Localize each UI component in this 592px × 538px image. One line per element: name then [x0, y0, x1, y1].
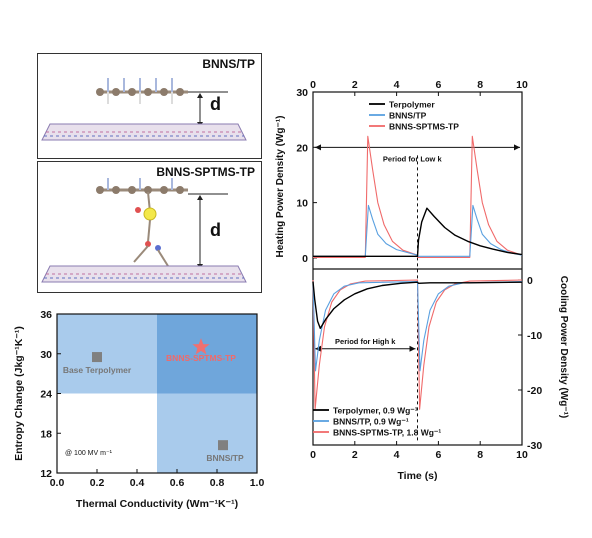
y-tick-label-cooling: -10 [527, 330, 542, 342]
bnns-sheet [41, 123, 247, 141]
plot-frame [312, 91, 523, 446]
x-tick-label: 0.8 [210, 477, 225, 489]
field-annotation: @ 100 MV m⁻¹ [65, 450, 113, 457]
bnns-sptms-tp-structure-drawing [41, 178, 247, 283]
x-tick-label: 6 [435, 449, 441, 461]
x-tick-label: 4 [394, 449, 400, 461]
heating-legend-entry: BNNS-SPTMS-TP [389, 122, 459, 132]
y-axis-label-heating: Heating Power Density (Wg⁻¹) [275, 116, 286, 258]
bnns-sptms-tp-label: BNNS-SPTMS-TP [156, 165, 255, 179]
heating-series-line [313, 204, 523, 257]
low-k-period-label: Period for Low k [383, 154, 443, 163]
distance-label-d: d [210, 220, 221, 240]
x-tick-label: 8 [477, 449, 483, 461]
high-k-period-label: Period for High k [335, 337, 396, 346]
arrowhead-right [409, 345, 416, 352]
y-tick-label-heating: 30 [296, 87, 308, 99]
data-point-label: BNNS-SPTMS-TP [166, 353, 236, 363]
bnns-tp-label: BNNS/TP [202, 57, 255, 71]
y-tick-label: 12 [40, 468, 52, 480]
x-tick-label: 10 [516, 449, 528, 461]
region-rect-1 [157, 314, 257, 394]
x-tick-label-top: 0 [310, 79, 316, 91]
x-tick-label-top: 10 [516, 79, 528, 91]
x-tick-label: 2 [352, 449, 358, 461]
plot-frame [56, 313, 258, 474]
y-axis-label: Entropy Change (Jkg⁻¹K⁻¹) [13, 326, 25, 461]
data-point-star [192, 338, 210, 355]
cooling-series-line [312, 281, 523, 372]
bnns-sptms-tp-structure-panel: BNNS-SPTMS-TP d [37, 161, 262, 293]
arrowhead-right [514, 144, 520, 151]
x-tick-label-top: 4 [394, 79, 400, 91]
region-rect-0 [57, 314, 157, 394]
heating-legend-entry: BNNS/TP [389, 111, 427, 121]
x-tick-label-top: 8 [477, 79, 483, 91]
y-tick-label-heating: 10 [296, 198, 308, 210]
heating-series-line [313, 135, 523, 258]
y-axis-label-cooling: Cooling Power Density (Wg⁻¹) [558, 276, 569, 419]
data-point-square [218, 440, 228, 451]
cooling-legend-entry: BNNS/TP, 0.9 Wg⁻¹ [333, 417, 409, 427]
distance-label-d: d [210, 94, 221, 114]
tp-chain-molecule [96, 78, 188, 104]
x-tick-label: 0.2 [90, 477, 105, 489]
y-tick-label-cooling: -20 [527, 385, 542, 397]
x-axis-label: Time (s) [397, 470, 437, 482]
y-tick-label: 24 [40, 389, 52, 401]
y-tick-label: 36 [40, 309, 52, 321]
cooling-legend-entry: Terpolymer, 0.9 Wg⁻¹ [333, 406, 418, 416]
y-tick-label: 30 [40, 349, 52, 361]
x-tick-label-top: 6 [435, 79, 441, 91]
y-tick-label-heating: 20 [296, 142, 308, 154]
y-tick-label: 18 [40, 428, 52, 440]
x-tick-label: 0.6 [170, 477, 185, 489]
x-axis-label: Thermal Conductivity (Wm⁻¹K⁻¹) [76, 498, 238, 510]
bnns-tp-structure-panel: BNNS/TP d [37, 53, 262, 159]
arrowhead-left [315, 144, 321, 151]
tp-chain-molecule [96, 178, 188, 194]
y-tick-label-heating: 0 [302, 253, 308, 265]
data-point-label: Base Terpolymer [63, 365, 132, 375]
bnns-tp-structure-drawing [41, 78, 247, 141]
x-tick-label-top: 2 [352, 79, 358, 91]
data-point-square [92, 352, 102, 363]
cooling-legend-entry: BNNS-SPTMS-TP, 1.8 Wg⁻¹ [333, 428, 441, 438]
x-tick-label: 0 [310, 449, 316, 461]
y-tick-label-cooling: -30 [527, 440, 542, 452]
bnns-sheet [41, 265, 247, 283]
data-point-label: BNNS/TP [206, 453, 244, 463]
x-tick-label: 0.4 [130, 477, 145, 489]
heating-series-line [313, 207, 523, 257]
arrowhead-left [315, 345, 321, 352]
x-tick-label: 0.0 [50, 477, 65, 489]
region-rect-2 [157, 393, 257, 473]
x-tick-label: 1.0 [250, 477, 265, 489]
y-tick-label-cooling: 0 [527, 275, 533, 287]
heating-legend-entry: Terpolymer [389, 100, 435, 110]
cooling-series-line [312, 281, 523, 330]
sptms-linker-molecule [133, 191, 169, 267]
cooling-series-line [312, 279, 523, 410]
